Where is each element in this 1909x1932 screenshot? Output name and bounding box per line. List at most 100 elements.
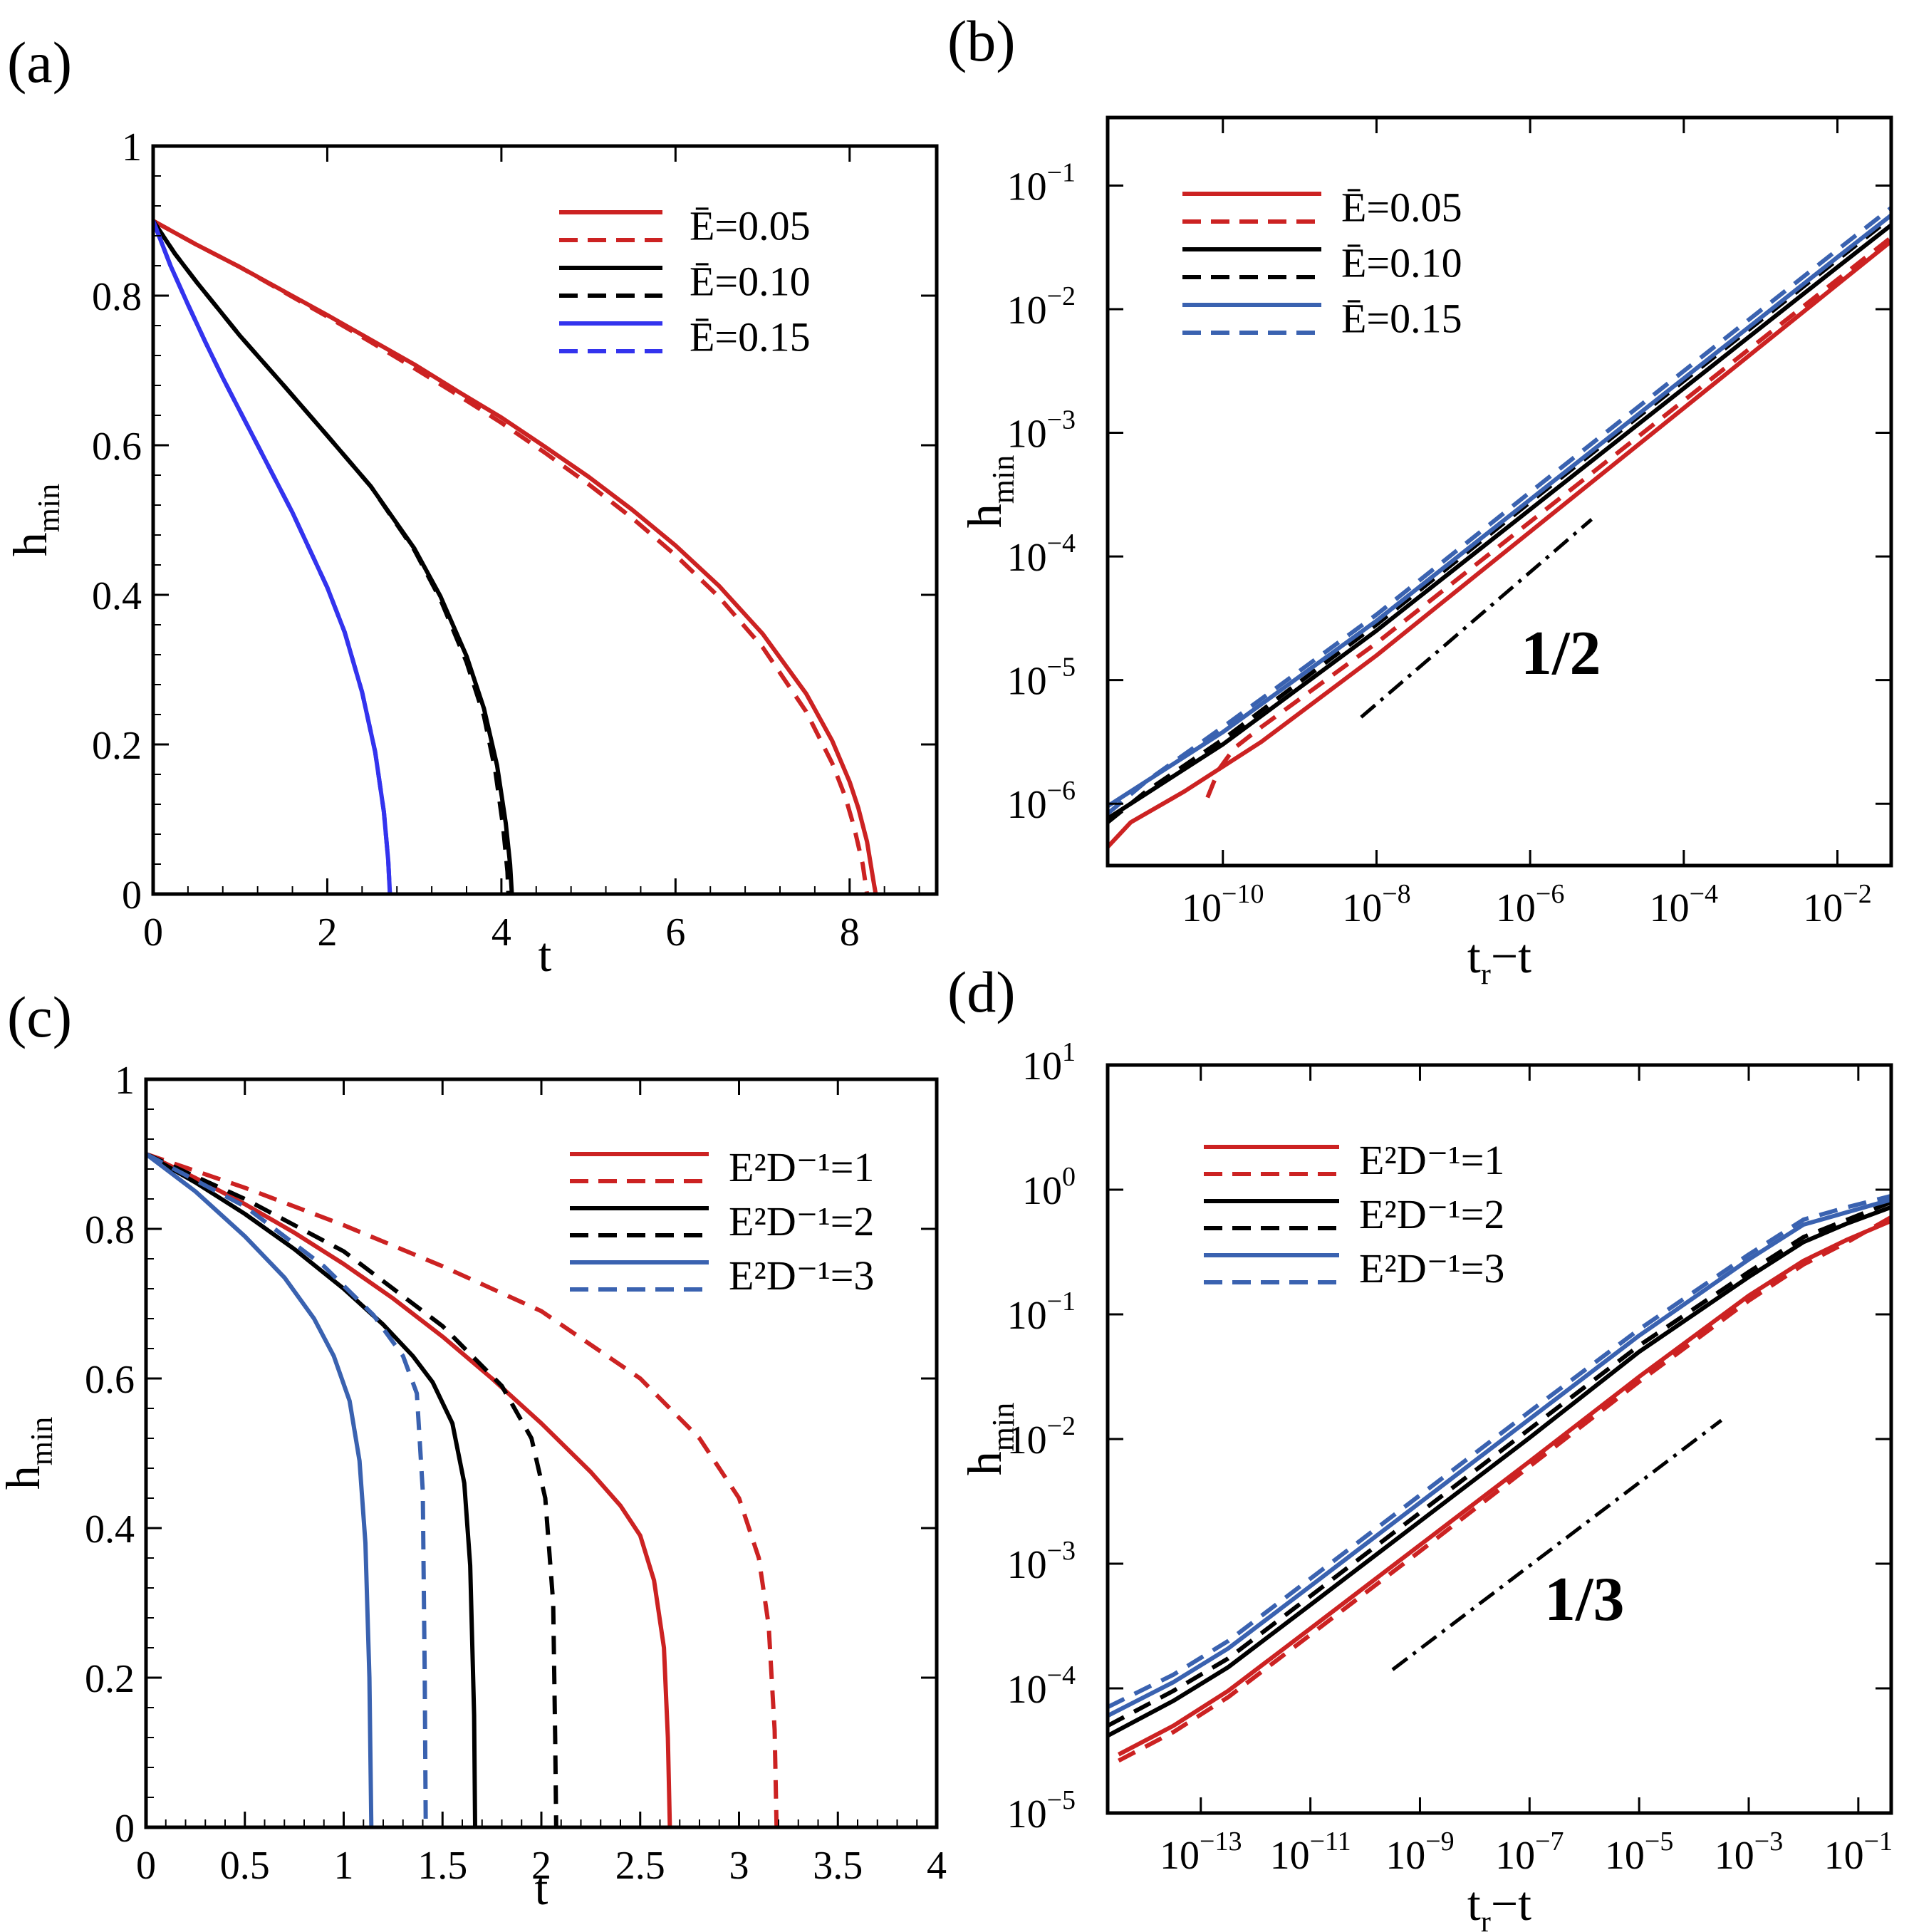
series-line (146, 1152, 779, 1827)
y-tick-label: 10−5 (1007, 1785, 1076, 1837)
panel-label: (b) (947, 9, 1016, 73)
legend-label: E²D⁻¹=1 (729, 1144, 874, 1190)
y-tick-label: 0 (115, 1807, 135, 1851)
plot-frame (151, 144, 939, 896)
x-tick-label: 6 (665, 910, 685, 955)
x-tick-label: 10−5 (1605, 1827, 1673, 1878)
series-line (153, 219, 870, 894)
y-axis-label: hmin (957, 1403, 1021, 1475)
x-tick-label: 10−13 (1160, 1827, 1242, 1878)
y-tick-label: 0.4 (92, 574, 142, 618)
y-tick-label: 0.8 (92, 275, 142, 319)
y-tick-label: 0.6 (85, 1358, 135, 1402)
panel-a: (a) 0 2 4 6 8 0 0.2 0.4 0.6 0.8 1 t hmin Ē=0.05 Ē=0.10 Ē… (3, 30, 939, 982)
series-line (1108, 216, 1891, 824)
x-tick-label: 2 (317, 910, 337, 955)
series-group (1108, 1193, 1891, 1763)
y-tick-label: 10−3 (1007, 1536, 1076, 1587)
x-tick-label: 10−4 (1650, 879, 1718, 930)
x-tick-label: 3.5 (813, 1844, 863, 1888)
y-tick-label: 10−5 (1007, 653, 1076, 704)
legend-label: Ē=0.10 (1341, 240, 1462, 286)
x-tick-label: 10−10 (1182, 879, 1264, 930)
legend-label: E²D⁻¹=3 (729, 1252, 874, 1299)
panel-label: (c) (7, 985, 72, 1049)
series-line (146, 1152, 374, 1827)
x-tick-label: 10−2 (1803, 879, 1871, 930)
slope-annotation: 1/3 (1544, 1565, 1624, 1634)
x-tick-label: 4 (927, 1844, 947, 1888)
y-tick-label: 0 (122, 873, 142, 918)
x-tick-label: 0 (143, 910, 163, 955)
legend-label: Ē=0.05 (1341, 185, 1462, 231)
legend-label: E²D⁻¹=1 (1359, 1137, 1504, 1183)
y-tick-label: 0.4 (85, 1507, 135, 1552)
y-tick-label: 101 (1022, 1037, 1076, 1089)
series-group (1108, 206, 1891, 849)
y-axis-label: hmin (957, 455, 1021, 528)
legend-label: E²D⁻¹=2 (729, 1198, 874, 1245)
series-line (153, 219, 514, 894)
slope-annotation: 1/2 (1521, 619, 1601, 688)
x-tick-label: 2.5 (615, 1844, 665, 1888)
slope-reference-line (1360, 518, 1593, 719)
series-line (146, 1152, 428, 1827)
legend-label: Ē=0.05 (690, 203, 811, 249)
y-tick-label: 0.8 (85, 1208, 135, 1252)
y-tick-label: 10−1 (1007, 1287, 1076, 1338)
y-tick-label: 0.2 (92, 724, 142, 768)
series-line (1108, 1193, 1891, 1709)
series-line (146, 1152, 477, 1827)
y-tick-label: 1 (115, 1059, 135, 1103)
series-line (1205, 235, 1891, 799)
x-axis-label: tr−t (1467, 929, 1531, 991)
panel-d: (d) 1/3 10−13 10−11 10−9 10−7 10−5 10−3 10−1 10−5… (947, 960, 1893, 1932)
x-tick-label: 10−3 (1715, 1827, 1783, 1878)
x-axis-label: t (539, 928, 552, 982)
legend-label: E²D⁻¹=3 (1359, 1245, 1504, 1292)
x-tick-label: 8 (840, 910, 860, 955)
y-tick-label: 10−4 (1007, 529, 1076, 580)
y-tick-label: 10−4 (1007, 1661, 1076, 1712)
x-tick-label: 10−7 (1495, 1827, 1564, 1878)
legend-label: Ē=0.15 (690, 314, 811, 360)
x-tick-label: 10−1 (1824, 1827, 1893, 1878)
x-tick-label: 4 (491, 910, 511, 955)
x-tick-label: 3 (729, 1844, 749, 1888)
series-line (153, 219, 392, 894)
series-line (1108, 223, 1891, 821)
panel-label: (a) (7, 30, 72, 95)
series-line (1108, 1198, 1891, 1718)
series-group (153, 219, 878, 894)
y-axis-label: hmin (3, 484, 66, 556)
y-tick-label: 10−2 (1007, 1411, 1076, 1463)
y-tick-label: 0.6 (92, 425, 142, 469)
series-line (1118, 1215, 1891, 1763)
series-line (146, 1152, 558, 1827)
y-axis-label: hmin (0, 1417, 59, 1490)
series-line (153, 219, 511, 894)
panel-c: (c) 0 0.5 1 1.5 2 2.5 3 3.5 4 0 0.2 0.4 0.6 0.8 1 t hmin E… (0, 985, 947, 1915)
series-line (1108, 239, 1891, 849)
series-line (1108, 1205, 1891, 1738)
legend-label: Ē=0.10 (690, 259, 811, 305)
y-tick-label: 10−2 (1007, 281, 1076, 333)
legend-label: Ē=0.15 (1341, 296, 1462, 342)
series-line (146, 1152, 672, 1827)
y-tick-label: 10−6 (1007, 776, 1076, 827)
x-tick-label: 10−9 (1385, 1827, 1454, 1878)
series-group (146, 1152, 779, 1827)
x-tick-label: 0.5 (220, 1844, 270, 1888)
series-line (1118, 1219, 1891, 1757)
panel-label: (d) (947, 960, 1016, 1024)
x-tick-label: 10−6 (1496, 879, 1564, 930)
series-line (1108, 1200, 1891, 1728)
x-tick-label: 2 (531, 1844, 551, 1888)
y-tick-label: 1 (122, 125, 142, 170)
series-line (153, 219, 878, 894)
legend-label: E²D⁻¹=2 (1359, 1191, 1504, 1237)
series-line (1108, 206, 1891, 816)
plot-frame (144, 1077, 939, 1829)
y-tick-label: 10−1 (1007, 157, 1076, 209)
